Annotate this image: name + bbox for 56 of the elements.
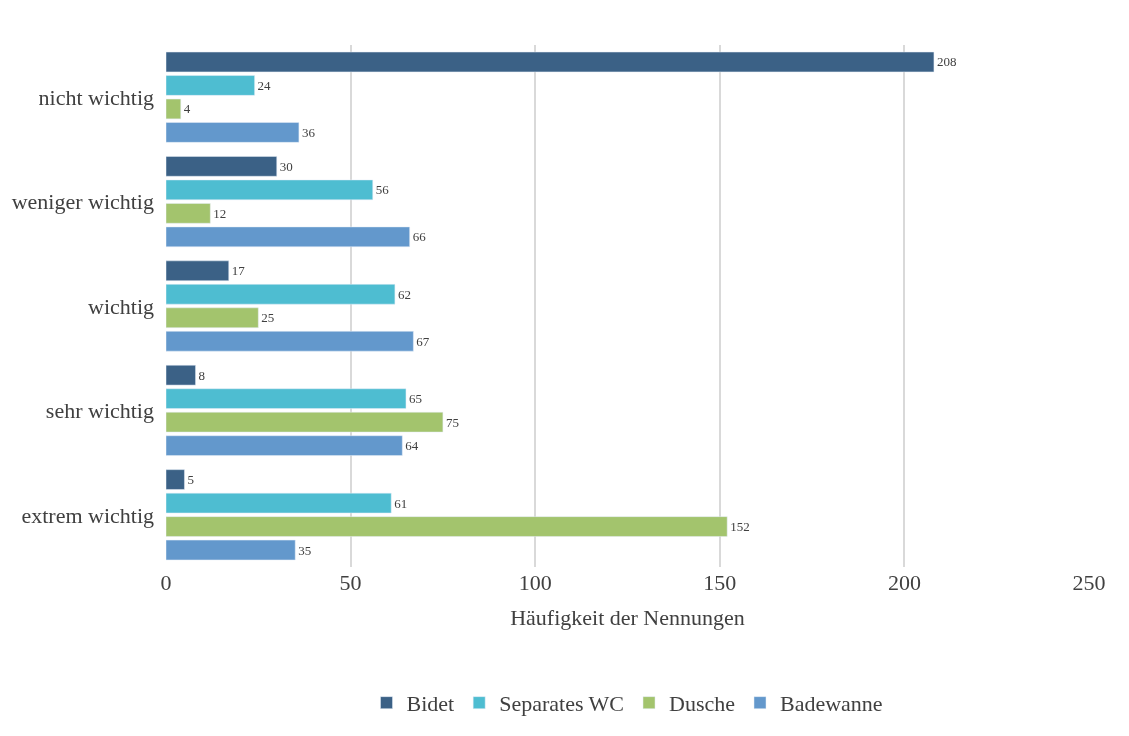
bar — [166, 492, 392, 514]
y-tick-label: nicht wichtig — [38, 84, 165, 110]
bar — [166, 435, 403, 456]
data-label: 17 — [231, 263, 246, 279]
y-tick-label: wichtig — [88, 293, 165, 319]
bar — [166, 516, 728, 537]
legend-label: Badewanne — [780, 691, 883, 717]
data-label: 67 — [416, 333, 430, 349]
x-tick-label: 200 — [887, 570, 921, 595]
bar — [166, 331, 414, 352]
data-label: 65 — [408, 391, 422, 407]
data-label: 208 — [936, 54, 957, 70]
data-label: 35 — [298, 542, 312, 558]
bar — [166, 51, 935, 73]
bar — [166, 75, 255, 96]
bar — [166, 388, 407, 409]
x-axis-title: Häufigkeit der Nennungen — [510, 604, 745, 630]
bar — [166, 260, 230, 281]
bar — [166, 122, 300, 143]
y-tick-label: weniger wichtig — [11, 189, 165, 215]
data-label: 36 — [301, 124, 316, 140]
legend-label: Separates WC — [499, 691, 625, 717]
x-tick-label: 150 — [703, 570, 737, 595]
data-label: 5 — [187, 472, 194, 488]
data-label: 30 — [279, 158, 293, 174]
x-tick-label: 250 — [1072, 570, 1106, 595]
data-label: 24 — [257, 77, 272, 93]
bar — [166, 203, 211, 224]
bar — [166, 156, 278, 177]
bar — [166, 411, 444, 433]
data-label: 64 — [405, 438, 419, 454]
bar — [166, 98, 182, 120]
y-tick-label: extrem wichtig — [21, 502, 165, 528]
data-label: 66 — [412, 229, 427, 245]
bar — [166, 469, 185, 490]
data-label: 61 — [394, 495, 408, 511]
data-label: 62 — [397, 286, 411, 302]
y-tick-label: sehr wichtig — [45, 398, 165, 424]
x-tick-label: 0 — [160, 570, 172, 595]
bar — [166, 284, 396, 305]
data-label: 12 — [213, 205, 227, 221]
legend-label: Dusche — [669, 691, 735, 717]
data-label: 56 — [375, 182, 390, 198]
bar — [166, 179, 373, 201]
legend-label: Bidet — [406, 691, 455, 717]
data-label: 25 — [261, 310, 275, 326]
data-label: 8 — [198, 367, 206, 383]
bar — [166, 365, 196, 386]
bar — [166, 539, 296, 561]
data-label: 4 — [183, 101, 191, 117]
bar — [166, 226, 410, 247]
x-tick-label: 100 — [518, 570, 552, 595]
data-label: 152 — [730, 519, 750, 535]
bar — [166, 307, 259, 328]
data-label: 75 — [445, 414, 459, 430]
x-tick-label: 50 — [339, 570, 362, 595]
